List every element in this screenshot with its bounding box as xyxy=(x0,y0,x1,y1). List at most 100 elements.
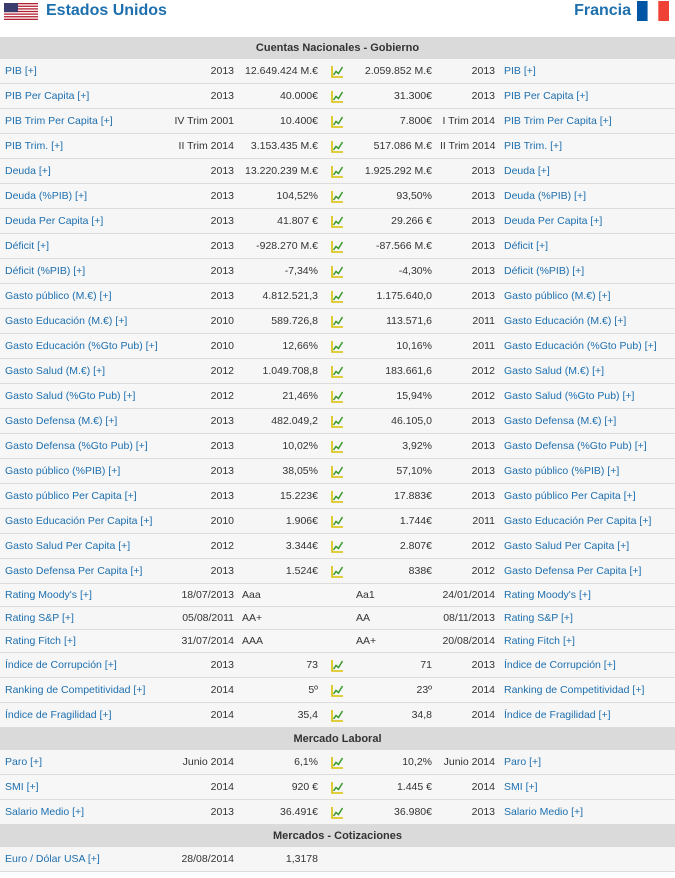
right-indicator-link[interactable]: Gasto público (%PIB) [+] xyxy=(499,458,675,484)
left-country-name[interactable]: Estados Unidos xyxy=(46,2,167,19)
trend-chart-icon[interactable] xyxy=(330,684,344,697)
left-indicator-link[interactable]: SMI [+] xyxy=(0,774,168,800)
chart-cell xyxy=(326,308,348,334)
left-indicator-link[interactable]: Gasto Defensa (%Gto Pub) [+] xyxy=(0,433,168,459)
trend-chart-icon[interactable] xyxy=(330,709,344,722)
right-indicator-link[interactable]: Ranking de Competitividad [+] xyxy=(499,677,675,703)
left-indicator-link[interactable]: Índice de Fragilidad [+] xyxy=(0,702,168,728)
right-indicator-link[interactable]: Gasto Defensa Per Capita [+] xyxy=(499,558,675,584)
right-indicator-link[interactable]: Gasto Salud (M.€) [+] xyxy=(499,358,675,384)
right-indicator-link[interactable]: Rating Fitch [+] xyxy=(499,629,675,653)
right-indicator-link[interactable]: Deuda Per Capita [+] xyxy=(499,208,675,234)
right-indicator-link[interactable]: Rating S&P [+] xyxy=(499,606,675,630)
right-value: 2.059.852 M.€ xyxy=(348,59,440,84)
right-indicator-link[interactable]: Paro [+] xyxy=(499,750,675,775)
trend-chart-icon[interactable] xyxy=(330,659,344,672)
right-indicator-link[interactable]: Deuda (%PIB) [+] xyxy=(499,183,675,209)
right-period: 2013 xyxy=(440,83,499,109)
trend-chart-icon[interactable] xyxy=(330,290,344,303)
right-indicator-link[interactable]: Salario Medio [+] xyxy=(499,799,675,825)
right-indicator-link[interactable]: PIB Trim Per Capita [+] xyxy=(499,108,675,134)
right-indicator-link[interactable]: SMI [+] xyxy=(499,774,675,800)
right-indicator-link[interactable]: Deuda [+] xyxy=(499,158,675,184)
trend-chart-icon[interactable] xyxy=(330,781,344,794)
right-indicator-link[interactable]: Índice de Corrupción [+] xyxy=(499,652,675,678)
right-indicator-link[interactable]: Gasto Defensa (%Gto Pub) [+] xyxy=(499,433,675,459)
trend-chart-icon[interactable] xyxy=(330,490,344,503)
trend-chart-icon[interactable] xyxy=(330,90,344,103)
left-indicator-link[interactable]: PIB Trim Per Capita [+] xyxy=(0,108,168,134)
left-period: 2013 xyxy=(168,258,234,284)
right-period: 2013 xyxy=(440,158,499,184)
right-indicator-link[interactable]: Índice de Fragilidad [+] xyxy=(499,702,675,728)
right-indicator-link[interactable]: Gasto público (M.€) [+] xyxy=(499,283,675,309)
right-indicator-link[interactable]: Gasto Educación (M.€) [+] xyxy=(499,308,675,334)
trend-chart-icon[interactable] xyxy=(330,315,344,328)
right-indicator-link[interactable]: Gasto Defensa (M.€) [+] xyxy=(499,408,675,434)
left-indicator-link[interactable]: Paro [+] xyxy=(0,750,168,775)
trend-chart-icon[interactable] xyxy=(330,365,344,378)
left-indicator-link[interactable]: Gasto Salud (M.€) [+] xyxy=(0,358,168,384)
trend-chart-icon[interactable] xyxy=(330,465,344,478)
trend-chart-icon[interactable] xyxy=(330,440,344,453)
left-indicator-link[interactable]: Salario Medio [+] xyxy=(0,799,168,825)
trend-chart-icon[interactable] xyxy=(330,540,344,553)
left-indicator-link[interactable]: Ranking de Competitividad [+] xyxy=(0,677,168,703)
trend-chart-icon[interactable] xyxy=(330,415,344,428)
left-indicator-link[interactable]: Gasto Educación (%Gto Pub) [+] xyxy=(0,333,168,359)
trend-chart-icon[interactable] xyxy=(330,165,344,178)
trend-chart-icon[interactable] xyxy=(330,140,344,153)
trend-chart-icon[interactable] xyxy=(330,215,344,228)
left-indicator-link[interactable]: Rating Fitch [+] xyxy=(0,629,168,653)
left-indicator-link[interactable]: PIB [+] xyxy=(0,59,168,84)
left-indicator-link[interactable]: Gasto Educación (M.€) [+] xyxy=(0,308,168,334)
left-indicator-link[interactable]: Índice de Corrupción [+] xyxy=(0,652,168,678)
right-indicator-link[interactable]: Gasto Educación Per Capita [+] xyxy=(499,508,675,534)
left-indicator-link[interactable]: Deuda (%PIB) [+] xyxy=(0,183,168,209)
left-indicator-link[interactable]: Déficit [+] xyxy=(0,233,168,259)
right-indicator-link[interactable] xyxy=(499,847,675,872)
trend-chart-icon[interactable] xyxy=(330,340,344,353)
left-indicator-link[interactable]: Gasto Defensa (M.€) [+] xyxy=(0,408,168,434)
right-indicator-link[interactable]: Gasto Salud (%Gto Pub) [+] xyxy=(499,383,675,409)
left-indicator-link[interactable]: Euro / Dólar USA [+] xyxy=(0,847,168,872)
trend-chart-icon[interactable] xyxy=(330,515,344,528)
right-indicator-link[interactable]: Gasto Salud Per Capita [+] xyxy=(499,533,675,559)
left-indicator-link[interactable]: Deuda Per Capita [+] xyxy=(0,208,168,234)
trend-chart-icon[interactable] xyxy=(330,565,344,578)
right-indicator-link[interactable]: Gasto Educación (%Gto Pub) [+] xyxy=(499,333,675,359)
left-indicator-link[interactable]: Gasto público (%PIB) [+] xyxy=(0,458,168,484)
left-indicator-link[interactable]: Gasto Salud Per Capita [+] xyxy=(0,533,168,559)
right-indicator-link[interactable]: Déficit (%PIB) [+] xyxy=(499,258,675,284)
left-indicator-link[interactable]: Rating S&P [+] xyxy=(0,606,168,630)
left-country[interactable]: Estados Unidos xyxy=(4,1,167,21)
left-indicator-link[interactable]: Gasto público (M.€) [+] xyxy=(0,283,168,309)
right-indicator-link[interactable]: PIB Trim. [+] xyxy=(499,133,675,159)
trend-chart-icon[interactable] xyxy=(330,65,344,78)
left-indicator-link[interactable]: Gasto público Per Capita [+] xyxy=(0,483,168,509)
right-country[interactable]: Francia xyxy=(574,0,669,22)
trend-chart-icon[interactable] xyxy=(330,390,344,403)
trend-chart-icon[interactable] xyxy=(330,115,344,128)
right-indicator-link[interactable]: Déficit [+] xyxy=(499,233,675,259)
left-indicator-link[interactable]: Deuda [+] xyxy=(0,158,168,184)
right-indicator-link[interactable]: PIB [+] xyxy=(499,59,675,84)
right-country-name[interactable]: Francia xyxy=(574,2,631,19)
left-indicator-link[interactable]: Gasto Salud (%Gto Pub) [+] xyxy=(0,383,168,409)
section-title: Mercados - Cotizaciones xyxy=(0,824,675,847)
left-indicator-link[interactable]: Déficit (%PIB) [+] xyxy=(0,258,168,284)
right-indicator-link[interactable]: PIB Per Capita [+] xyxy=(499,83,675,109)
table-row: Deuda (%PIB) [+] 2013 104,52% 93,50% 2013 Deu… xyxy=(0,183,675,209)
right-indicator-link[interactable]: Rating Moody's [+] xyxy=(499,583,675,607)
trend-chart-icon[interactable] xyxy=(330,240,344,253)
trend-chart-icon[interactable] xyxy=(330,756,344,769)
left-indicator-link[interactable]: Rating Moody's [+] xyxy=(0,583,168,607)
trend-chart-icon[interactable] xyxy=(330,265,344,278)
left-indicator-link[interactable]: PIB Per Capita [+] xyxy=(0,83,168,109)
right-indicator-link[interactable]: Gasto público Per Capita [+] xyxy=(499,483,675,509)
trend-chart-icon[interactable] xyxy=(330,190,344,203)
left-indicator-link[interactable]: Gasto Educación Per Capita [+] xyxy=(0,508,168,534)
left-indicator-link[interactable]: Gasto Defensa Per Capita [+] xyxy=(0,558,168,584)
trend-chart-icon[interactable] xyxy=(330,806,344,819)
left-indicator-link[interactable]: PIB Trim. [+] xyxy=(0,133,168,159)
